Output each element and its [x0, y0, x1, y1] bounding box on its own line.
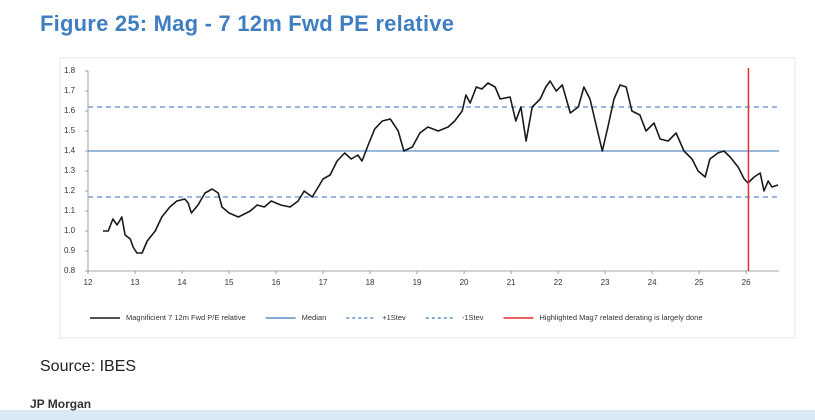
x-tick-label: 14	[178, 278, 187, 287]
x-tick-label: 21	[507, 278, 516, 287]
x-tick-label: 17	[319, 278, 328, 287]
y-tick-label: 1.0	[64, 226, 76, 235]
legend-label: Magnificient 7 12m Fwd P/E relative	[126, 313, 246, 322]
legend-label: Median	[302, 313, 327, 322]
source: Source: IBES	[40, 358, 136, 375]
legend-label: Highlighted Mag7 related derating is lar…	[540, 313, 703, 322]
chart-title: Figure 25: Mag - 7 12m Fwd PE relative	[40, 11, 454, 36]
legend-label: +1Stev	[382, 313, 406, 322]
x-tick-label: 23	[601, 278, 610, 287]
x-tick-label: 20	[460, 278, 469, 287]
legend-label: -1Stev	[462, 313, 484, 322]
x-tick-label: 19	[413, 278, 422, 287]
x-tick-label: 15	[225, 278, 234, 287]
data-line	[103, 80, 779, 254]
footer-brand: JP Morgan	[30, 397, 91, 411]
x-tick-label: 22	[554, 278, 563, 287]
x-tick-label: 26	[742, 278, 751, 287]
y-tick-label: 0.8	[64, 266, 76, 275]
x-tick-label: 18	[366, 278, 375, 287]
y-tick-label: 1.5	[64, 126, 76, 135]
x-tick-label: 16	[272, 278, 281, 287]
chart-frame	[59, 57, 796, 339]
y-tick-label: 1.2	[64, 186, 76, 195]
footer-band	[0, 410, 815, 420]
y-tick-label: 1.6	[64, 106, 76, 115]
x-tick-label: 13	[131, 278, 140, 287]
y-tick-label: 0.9	[64, 246, 76, 255]
y-tick-label: 1.8	[64, 66, 76, 75]
y-tick-label: 1.3	[64, 166, 76, 175]
x-tick-label: 24	[648, 278, 657, 287]
y-tick-label: 1.1	[64, 206, 76, 215]
x-tick-label: 12	[84, 278, 93, 287]
x-tick-label: 25	[695, 278, 704, 287]
y-tick-label: 1.7	[64, 86, 76, 95]
y-tick-label: 1.4	[64, 146, 76, 155]
